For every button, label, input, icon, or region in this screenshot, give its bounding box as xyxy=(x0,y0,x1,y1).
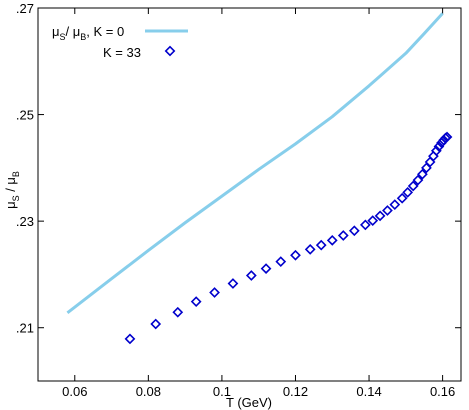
x-tick-label: 0.1 xyxy=(213,384,231,399)
data-point-k33 xyxy=(337,230,349,241)
data-point-k33 xyxy=(348,225,360,237)
legend-label-series-1: μS/ μB, K = 0 xyxy=(52,24,124,42)
data-point-k33 xyxy=(402,186,414,198)
y-tick-label: .21 xyxy=(16,321,34,336)
data-point-k33 xyxy=(374,210,386,222)
data-point-k33 xyxy=(433,141,445,152)
series-line-k0 xyxy=(66,12,444,314)
data-point-k33 xyxy=(260,263,272,274)
data-point-k33 xyxy=(367,215,379,226)
x-axis-title: T (GeV) xyxy=(226,395,272,410)
legend-label-series-2: K = 33 xyxy=(103,45,141,60)
data-point-k33 xyxy=(304,244,316,255)
data-point-k33 xyxy=(150,318,162,330)
data-point-k33 xyxy=(190,296,202,307)
data-point-k33 xyxy=(172,306,184,318)
x-tick-label: 0.06 xyxy=(62,384,87,399)
data-point-k33 xyxy=(275,256,287,268)
plot-area xyxy=(37,7,462,382)
y-axis-title: μS / μB xyxy=(3,171,21,209)
data-point-k33 xyxy=(382,205,393,216)
data-point-k33 xyxy=(359,219,371,231)
y-tick-label: .25 xyxy=(16,108,34,123)
data-point-k33 xyxy=(441,131,453,143)
data-point-k33 xyxy=(412,174,424,186)
y-tick-label: .23 xyxy=(16,214,34,229)
data-point-k33 xyxy=(389,199,401,210)
data-point-k33 xyxy=(326,234,338,246)
data-point-k33 xyxy=(417,168,428,180)
data-point-k33 xyxy=(315,239,327,251)
data-point-k33 xyxy=(209,287,220,298)
data-point-k33 xyxy=(227,278,239,289)
y-tick-label: .27 xyxy=(16,1,34,16)
data-point-k33 xyxy=(430,145,442,157)
data-point-k33 xyxy=(245,270,257,281)
x-tick-label: 0.16 xyxy=(430,384,455,399)
legend-swatch-diamond-marker xyxy=(164,45,176,57)
data-point-k33 xyxy=(290,249,301,261)
x-axis-ticks: 0.06 0.08 0.1 0.12 0.14 0.16 xyxy=(62,8,455,399)
x-tick-label: 0.14 xyxy=(356,384,381,399)
x-tick-label: 0.08 xyxy=(136,384,161,399)
x-tick-label: 0.12 xyxy=(283,384,308,399)
data-point-k33 xyxy=(124,333,136,345)
data-point-k33 xyxy=(407,180,419,192)
legend: μS/ μB, K = 0 K = 33 xyxy=(52,24,188,60)
y-axis-ticks: .21 .23 .25 .27 xyxy=(16,1,461,336)
series-layer xyxy=(66,12,453,345)
data-point-k33 xyxy=(396,192,408,204)
